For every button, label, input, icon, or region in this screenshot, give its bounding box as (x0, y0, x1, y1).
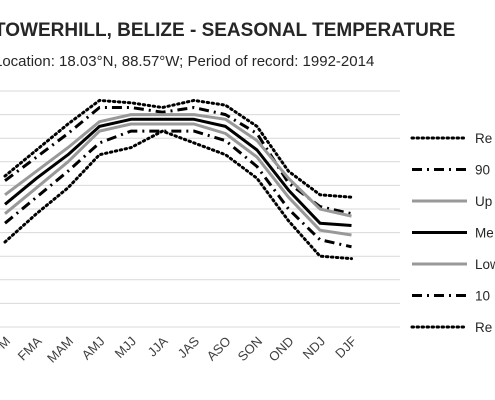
series-line-6 (3, 129, 353, 261)
x-tick-label: AMJ (79, 334, 108, 363)
legend: Re 90 Up Me Low 10 Re (410, 131, 495, 335)
x-tick-label: FMA (15, 333, 45, 363)
series-line-3 (4, 117, 352, 227)
x-tick-label: OND (266, 334, 297, 365)
x-tick-label: ASO (204, 334, 234, 364)
series-line-1 (4, 106, 352, 216)
legend-label-0: Re (475, 131, 492, 146)
legend-label-4: Low (475, 257, 495, 272)
legend-label-3: Me (475, 226, 494, 241)
x-tick-label: JJA (145, 333, 171, 359)
series-line-4 (4, 122, 352, 237)
x-tick-label: DJF (332, 333, 359, 360)
series-line-0 (3, 98, 353, 199)
x-axis-ticks: JFM FMA MAM AMJ MJJ JJA JAS ASO SON OND NDJ DJF (0, 333, 360, 365)
x-tick-label: SON (235, 334, 266, 365)
x-tick-label: MJJ (112, 334, 139, 361)
chart-title: TOWERHILL, BELIZE - SEASONAL TEMPERATURE (0, 20, 455, 41)
legend-label-6: Re (475, 320, 492, 335)
series-line-2 (4, 113, 352, 218)
x-tick-label: JAS (175, 333, 203, 361)
legend-label-5: 10 (475, 289, 490, 304)
gridlines (0, 90, 400, 328)
series-lines (3, 98, 353, 261)
legend-label-2: Up (475, 194, 492, 209)
legend-label-1: 90 (475, 163, 490, 178)
chart-subtitle: Location: 18.03°N, 88.57°W; Period of re… (0, 53, 374, 70)
x-tick-label: MAM (44, 334, 76, 366)
x-tick-label: NDJ (300, 334, 328, 362)
series-line-5 (4, 129, 352, 249)
x-tick-label: JFM (0, 334, 13, 362)
